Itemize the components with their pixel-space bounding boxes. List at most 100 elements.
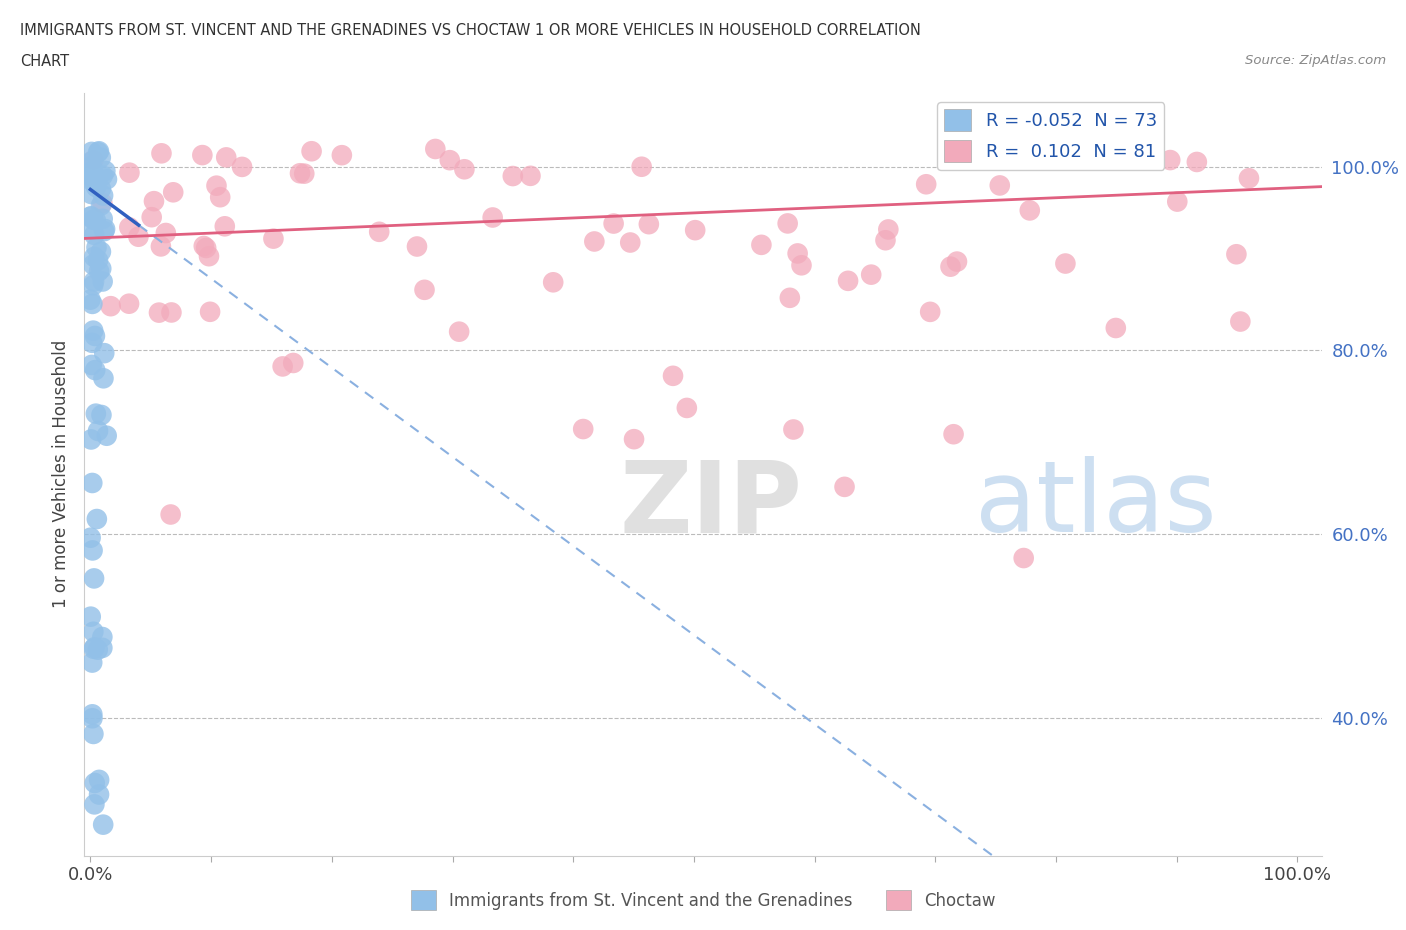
Point [91, 168, 114, 183]
Point [87, 787, 110, 802]
Point [83, 776, 105, 790]
Point [782, 422, 804, 437]
Point [860, 267, 883, 282]
Legend: Immigrants from St. Vincent and the Grenadines, Choctaw: Immigrants from St. Vincent and the Gren… [404, 884, 1002, 917]
Point [83, 249, 105, 264]
Point [100, 299, 122, 313]
Point [776, 216, 799, 231]
Point [155, 226, 177, 241]
Point [1054, 256, 1077, 271]
Point [80, 169, 103, 184]
Point [683, 222, 706, 237]
Point [118, 166, 141, 180]
Point [82, 258, 104, 272]
Point [82, 624, 104, 639]
Point [80, 154, 103, 169]
Point [80, 159, 103, 174]
Text: ZIP: ZIP [619, 457, 801, 553]
Point [80, 609, 103, 624]
Point [82, 170, 104, 185]
Point [86, 512, 108, 526]
Point [127, 230, 149, 245]
Point [80, 209, 103, 224]
Point [141, 210, 163, 225]
Point [80, 357, 103, 372]
Y-axis label: 1 or more Vehicles in Household: 1 or more Vehicles in Household [52, 340, 70, 608]
Point [1018, 203, 1040, 218]
Point [942, 427, 965, 442]
Point [449, 325, 471, 339]
Point [118, 219, 141, 234]
Point [1229, 314, 1251, 329]
Point [1012, 551, 1035, 565]
Point [83, 228, 105, 243]
Point [82, 543, 104, 558]
Point [82, 324, 104, 339]
Point [93, 346, 115, 361]
Point [368, 224, 391, 239]
Point [150, 146, 173, 161]
Point [83, 153, 105, 167]
Point [84, 406, 107, 421]
Text: atlas: atlas [976, 457, 1216, 553]
Point [91, 630, 114, 644]
Point [82, 336, 104, 351]
Point [83, 640, 105, 655]
Point [1237, 171, 1260, 186]
Point [583, 234, 606, 249]
Point [82, 278, 104, 293]
Point [80, 187, 103, 202]
Point [83, 797, 105, 812]
Point [79, 292, 101, 307]
Point [198, 304, 221, 319]
Point [160, 305, 183, 320]
Point [198, 248, 221, 263]
Point [288, 166, 311, 180]
Point [84, 363, 107, 378]
Point [118, 297, 141, 312]
Point [875, 232, 897, 247]
Point [80, 144, 103, 159]
Point [82, 711, 104, 725]
Point [82, 726, 104, 741]
Point [209, 190, 232, 205]
Text: IMMIGRANTS FROM ST. VINCENT AND THE GRENADINES VS CHOCTAW 1 OR MORE VEHICLES IN : IMMIGRANTS FROM ST. VINCENT AND THE GREN… [20, 23, 921, 38]
Point [91, 817, 114, 832]
Point [662, 368, 685, 383]
Point [619, 235, 641, 250]
Point [90, 198, 112, 213]
Point [481, 210, 503, 225]
Point [96, 429, 118, 444]
Point [271, 359, 294, 374]
Point [90, 261, 112, 276]
Point [779, 290, 801, 305]
Point [453, 162, 475, 177]
Point [87, 643, 110, 658]
Point [79, 530, 101, 545]
Point [205, 179, 228, 193]
Point [82, 174, 104, 189]
Point [330, 148, 353, 163]
Point [83, 274, 105, 289]
Point [215, 150, 238, 165]
Point [84, 179, 107, 194]
Point [602, 216, 624, 231]
Point [83, 571, 105, 586]
Point [834, 480, 856, 495]
Point [82, 707, 104, 722]
Point [159, 507, 181, 522]
Point [790, 258, 813, 272]
Point [94, 221, 117, 236]
Point [193, 239, 215, 254]
Point [80, 432, 103, 447]
Point [82, 475, 104, 490]
Point [915, 177, 938, 192]
Point [676, 401, 699, 416]
Point [84, 328, 107, 343]
Point [84, 213, 107, 228]
Point [91, 195, 114, 210]
Point [82, 171, 104, 186]
Point [90, 150, 112, 165]
Point [939, 259, 962, 274]
Point [90, 181, 112, 196]
